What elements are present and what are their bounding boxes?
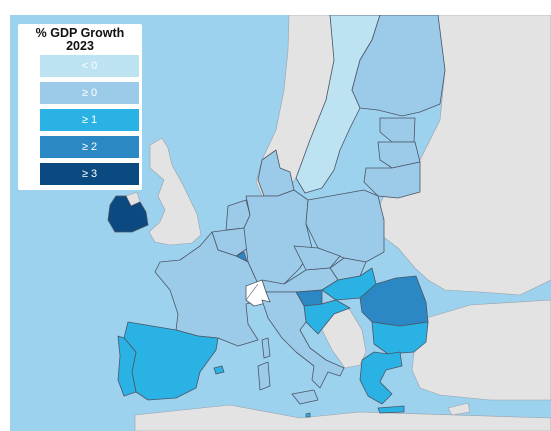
legend-item-label: ≥ 1 <box>81 114 98 126</box>
sicily <box>291 389 319 405</box>
finland <box>351 15 446 117</box>
balearic-islands <box>213 365 225 375</box>
corsica <box>261 337 271 359</box>
north-africa <box>134 404 551 431</box>
germany <box>243 189 313 285</box>
map-legend: % GDP Growth 2023 < 0 ≥ 0 ≥ 1 ≥ 2 ≥ 3 <box>18 24 142 190</box>
malta <box>305 412 311 418</box>
legend-item-0-plus: ≥ 0 <box>40 82 139 104</box>
croatia <box>303 299 351 335</box>
ireland <box>107 195 149 233</box>
legend-item-label: ≥ 3 <box>81 168 98 180</box>
portugal <box>117 335 137 397</box>
legend-title-line1: % GDP Growth <box>35 26 125 40</box>
northeast-land <box>377 15 551 296</box>
sardinia <box>257 361 271 391</box>
italy <box>261 291 345 389</box>
border-lines <box>245 283 259 301</box>
bulgaria <box>371 321 429 355</box>
greece <box>359 351 403 405</box>
legend-item-3-plus: ≥ 3 <box>40 163 139 185</box>
czechia <box>293 245 341 271</box>
legend-title: % GDP Growth 2023 <box>18 27 142 53</box>
romania <box>359 275 429 327</box>
legend-item-label: ≥ 2 <box>81 141 98 153</box>
cyprus <box>447 402 471 416</box>
turkey <box>411 299 551 401</box>
lithuania <box>363 161 421 199</box>
france <box>154 231 263 347</box>
legend-item-1-plus: ≥ 1 <box>40 109 139 131</box>
legend-title-line2: 2023 <box>66 39 94 53</box>
legend-item-2-plus: ≥ 2 <box>40 136 139 158</box>
legend-item-label: ≥ 0 <box>81 87 98 99</box>
legend-item-below-0: < 0 <box>40 55 139 77</box>
crete <box>377 405 405 414</box>
poland <box>305 189 385 263</box>
legend-item-label: < 0 <box>81 60 98 72</box>
great-britain <box>148 137 202 246</box>
